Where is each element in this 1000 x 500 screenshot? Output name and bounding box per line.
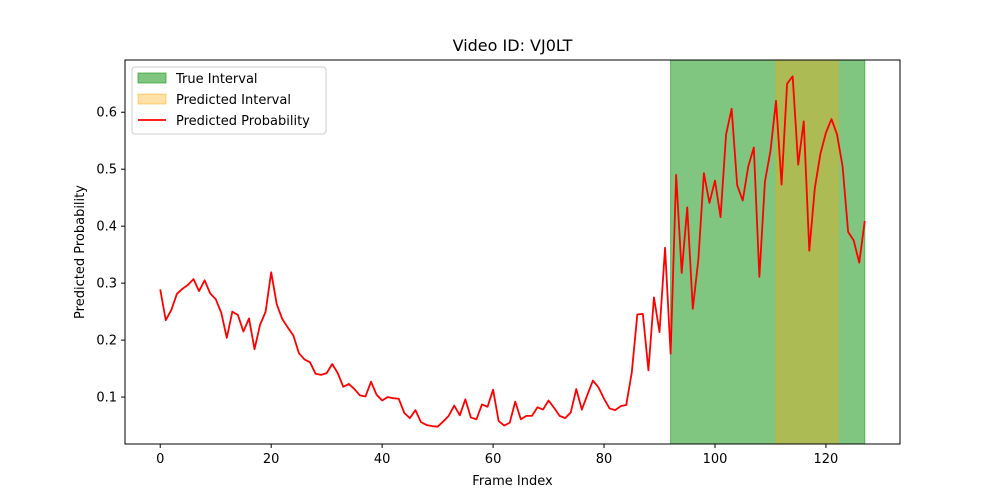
legend: True Interval Predicted Interval Predict… [131, 66, 327, 135]
x-tick-label: 120 [814, 452, 839, 467]
legend-box [131, 66, 327, 135]
legend-label-predicted-probability: Predicted Probability [176, 114, 310, 129]
series-lines [159, 75, 866, 428]
x-axis-title: Frame Index [472, 474, 553, 489]
chart-title: Video ID: VJ0LT [453, 36, 573, 55]
y-tick-label: 0.1 [96, 391, 117, 406]
y-tick-label: 0.3 [96, 277, 117, 292]
x-tick-label: 20 [263, 452, 280, 467]
legend-swatch-predicted-interval [137, 93, 167, 105]
x-tick-label: 40 [374, 452, 391, 467]
x-tick-label: 60 [485, 452, 502, 467]
legend-swatch-true-interval [137, 72, 167, 84]
legend-label-true-interval: True Interval [175, 72, 258, 87]
axis-ticks: 0 20 40 60 80 100 120 0.1 0.2 0.3 0.4 0.5 0.6 [96, 106, 838, 467]
legend-label-predicted-interval: Predicted Interval [176, 93, 291, 108]
x-tick-label: 80 [596, 452, 613, 467]
y-tick-label: 0.5 [96, 163, 117, 178]
y-tick-label: 0.6 [96, 106, 117, 121]
y-axis-title: Predicted Probability [73, 185, 88, 319]
series-line-predicted-probability [159, 75, 866, 428]
y-tick-label: 0.2 [96, 334, 117, 349]
x-tick-label: 0 [156, 452, 164, 467]
interval-band-1 [775, 59, 839, 445]
plot-area-frame [124, 59, 901, 445]
y-tick-label: 0.4 [96, 220, 117, 235]
x-tick-label: 100 [703, 452, 728, 467]
